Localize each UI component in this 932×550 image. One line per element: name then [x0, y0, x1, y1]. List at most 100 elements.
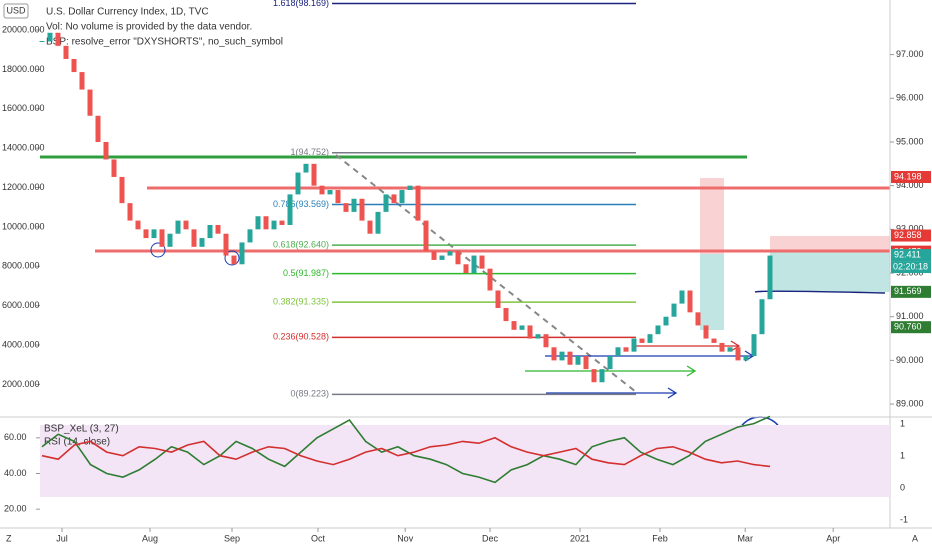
candle	[663, 316, 669, 326]
candle	[55, 32, 61, 46]
candle	[455, 251, 461, 265]
reward-box	[770, 252, 890, 292]
x-tick-label: Sep	[224, 533, 240, 543]
fib-label: 0.786(93.569)	[273, 199, 329, 209]
candle	[751, 334, 757, 357]
candle	[111, 159, 117, 177]
candle	[559, 351, 565, 361]
reward-box	[700, 254, 724, 330]
candle	[359, 198, 365, 221]
candle	[319, 185, 325, 195]
annotation	[525, 365, 697, 377]
fib-label: 0.382(91.335)	[273, 296, 329, 306]
candle	[311, 163, 317, 186]
indicator-title: RSI (14, close)	[44, 437, 110, 448]
candle	[727, 347, 733, 352]
indicator-tick-label: 40.00	[4, 468, 27, 478]
candle	[703, 325, 709, 339]
candle	[759, 299, 765, 335]
candle	[391, 194, 397, 204]
candle	[207, 224, 213, 239]
candle	[79, 72, 85, 90]
indicator-right-tick: 1	[900, 450, 905, 460]
left-tick-label: 2000.000	[2, 379, 40, 389]
candle	[743, 356, 749, 361]
candle	[487, 268, 493, 291]
candle	[407, 185, 413, 191]
indicator-title: BSP_XeL (3, 27)	[44, 424, 119, 435]
x-tick-label: Dec	[482, 533, 499, 543]
price-label-text: 92.858	[894, 230, 922, 240]
candle	[447, 251, 453, 256]
indicator-tick-label: 60.00	[4, 432, 27, 442]
price-label	[891, 249, 931, 262]
candle	[735, 347, 741, 361]
countdown: 02:20:18	[893, 261, 928, 271]
x-tick-label: Aug	[142, 533, 158, 543]
candle	[647, 334, 653, 343]
price-label-text: 94.198	[894, 171, 922, 181]
candle	[639, 338, 645, 343]
candle	[591, 369, 597, 383]
candle	[143, 229, 149, 239]
risk-box	[700, 178, 724, 254]
indicator-line	[41, 436, 771, 468]
candle	[519, 325, 525, 330]
left-tick-label: 6000.000	[2, 300, 40, 310]
candle	[135, 220, 141, 230]
annotation	[150, 242, 166, 258]
candle	[583, 356, 589, 370]
candle	[191, 229, 197, 247]
candle	[471, 255, 477, 274]
candle	[71, 58, 77, 73]
candle	[527, 325, 533, 339]
corner-label[interactable]: A	[912, 533, 918, 543]
candle	[215, 224, 221, 234]
candle	[255, 216, 261, 230]
candle	[103, 141, 109, 160]
error-text: BSP: resolve_error "DXYSHORTS", no_such_…	[46, 37, 283, 48]
candle	[511, 321, 517, 330]
left-tick-label: 10000.000	[2, 221, 45, 231]
candle	[263, 216, 269, 230]
corner-label[interactable]: Z	[6, 533, 12, 543]
candle	[303, 163, 309, 173]
x-tick-label: Oct	[311, 533, 326, 543]
candle	[175, 220, 181, 234]
candle	[95, 115, 101, 142]
y-tick-label: 93.000	[896, 224, 924, 234]
candle	[87, 89, 93, 116]
x-tick-label: Feb	[652, 533, 668, 543]
candle	[399, 190, 405, 204]
price-label-text: 92.411	[894, 249, 921, 259]
left-tick-label: 4000.000	[2, 339, 40, 349]
currency-box	[3, 3, 29, 19]
rsi-band	[40, 425, 890, 497]
price-label	[891, 285, 931, 298]
candle	[335, 190, 341, 204]
candle	[159, 229, 165, 247]
candle	[551, 347, 557, 361]
candle	[343, 203, 349, 212]
price-label	[891, 171, 931, 184]
left-tick-label: 20000.000	[2, 24, 45, 34]
candle	[367, 220, 373, 234]
candle	[183, 220, 189, 230]
x-tick-label: 2021	[570, 533, 590, 543]
candle	[695, 312, 701, 326]
x-tick-label: Nov	[397, 533, 414, 543]
candle	[375, 211, 381, 234]
y-tick-label: 95.000	[896, 136, 924, 146]
candle	[671, 303, 677, 317]
risk-box	[770, 236, 890, 252]
indicator-right-tick: -1	[900, 514, 908, 524]
fib-label: 0.236(90.528)	[273, 332, 329, 342]
candle	[383, 194, 389, 212]
candle	[239, 242, 245, 265]
chart-title: U.S. Dollar Currency Index, 1D, TVC	[46, 7, 209, 18]
candle	[543, 334, 549, 348]
candle	[127, 203, 133, 221]
y-tick-label: 91.000	[896, 311, 924, 321]
annotation	[224, 250, 240, 266]
candle	[287, 194, 293, 225]
